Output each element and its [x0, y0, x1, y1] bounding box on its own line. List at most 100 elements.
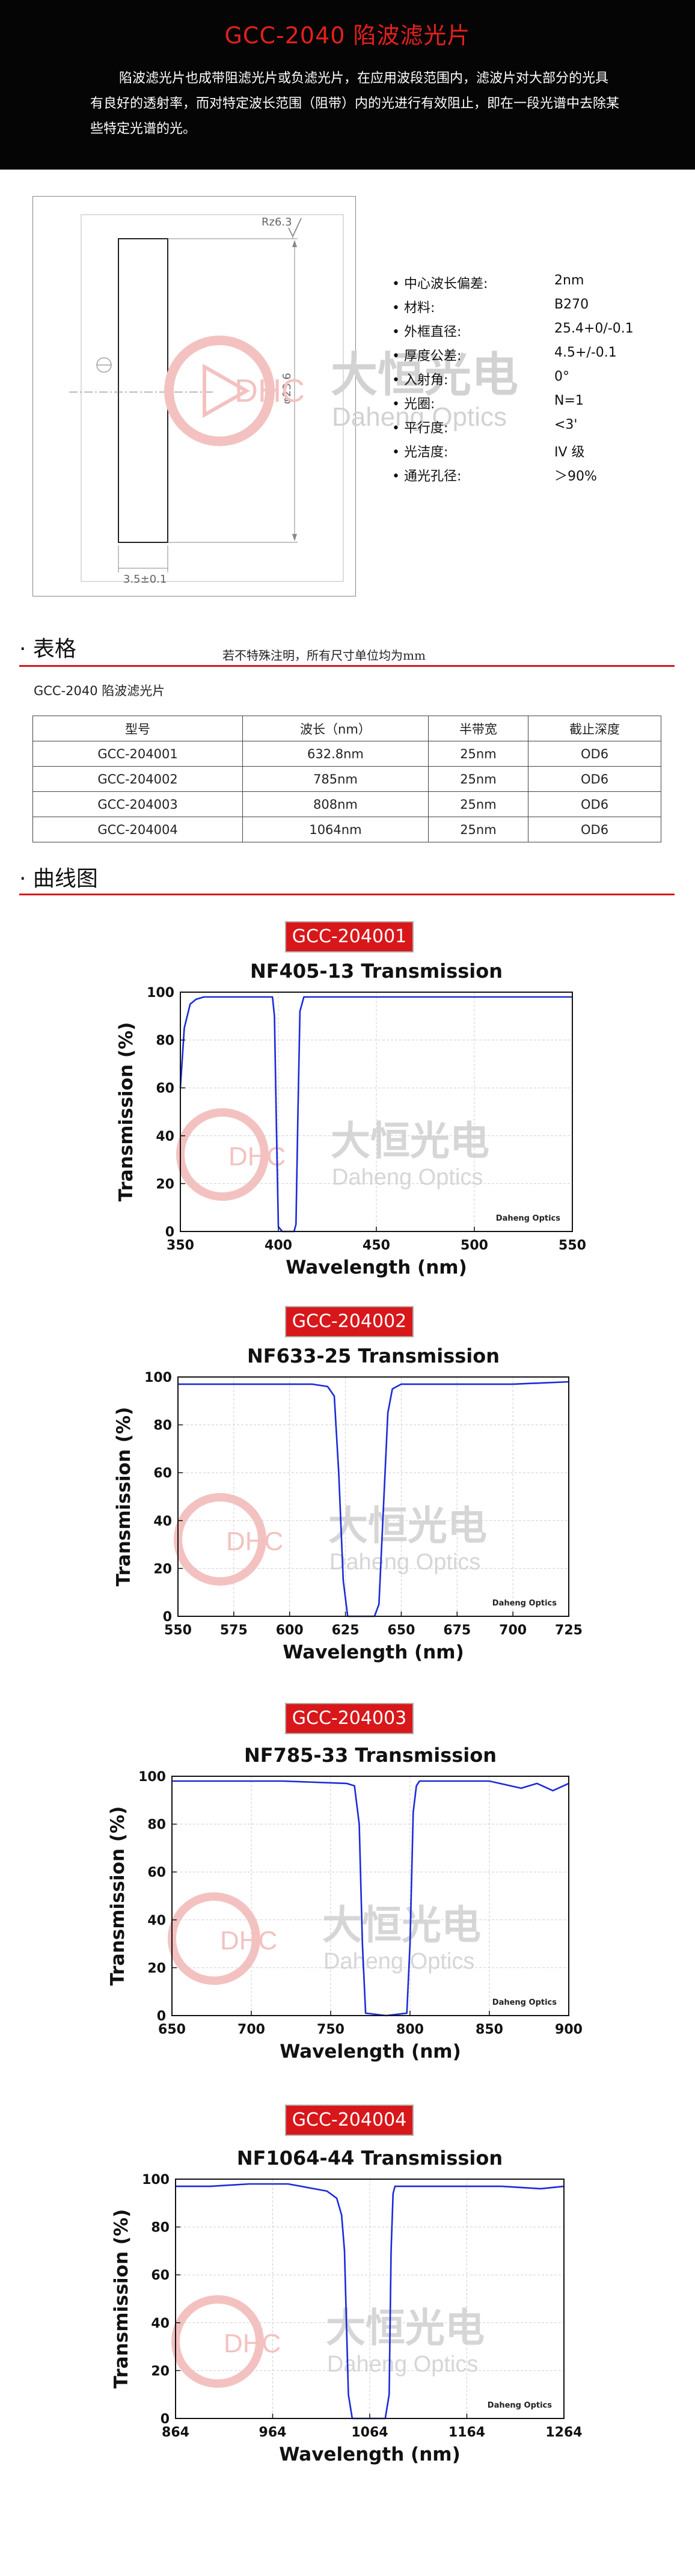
chart-footer-note: Daheng Optics	[492, 1998, 557, 2007]
chart-watermark-ring-icon	[176, 1108, 269, 1201]
watermark-logo-text: DHC	[234, 373, 305, 409]
y-tick-label: 100	[142, 2173, 170, 2188]
col-header-wavelength: 波长（nm）	[242, 716, 429, 741]
spec-row: • 材料: B270	[392, 297, 669, 317]
spec-row: • 通光孔径: ＞90%	[392, 465, 669, 486]
y-tick-label: 20	[147, 1961, 166, 1976]
spec-label: • 光洁度:	[392, 445, 449, 460]
product-description: 陷波滤光片也成带阻滤光片或负滤光片，在应用波段范围内，滤波片对大部分的光具有良好…	[90, 71, 620, 136]
y-tick-label: 0	[163, 1610, 172, 1625]
x-tick-label: 450	[363, 1238, 390, 1253]
col-header-od: 截止深度	[528, 716, 661, 741]
chart-badge: GCC-204002	[285, 1306, 414, 1337]
spec-value: B270	[554, 297, 589, 312]
x-axis-label: Wavelength (nm)	[279, 2444, 461, 2465]
chart-title: NF633-25 Transmission	[247, 1345, 500, 1367]
spec-label: • 中心波长偏差:	[392, 277, 488, 292]
series-line	[172, 1780, 569, 2017]
chart-watermark-cn: 大恒光电	[322, 1903, 481, 1947]
y-tick-label: 40	[153, 1514, 172, 1529]
cell-od: OD6	[528, 791, 661, 817]
chart-watermark-cn: 大恒光电	[328, 1503, 487, 1548]
y-axis-label: Transmission (%)	[113, 1407, 135, 1586]
table-row: GCC-204004 1064nm 25nm OD6	[32, 817, 661, 842]
chart-footer-note: Daheng Optics	[496, 1214, 560, 1223]
chart-watermark-en: Daheng Optics	[327, 2352, 478, 2377]
spec-row: • 光洁度: IV 级	[392, 441, 669, 462]
spec-label: • 厚度公差:	[392, 349, 462, 364]
y-tick-label: 20	[151, 2364, 170, 2379]
spec-row: • 中心波长偏差: 2nm	[392, 273, 669, 293]
chart-watermark-en: Daheng Optics	[323, 1949, 474, 1974]
spec-row: • 平行度: <3'	[392, 417, 669, 438]
y-tick-label: 0	[161, 2412, 170, 2427]
cell-od: OD6	[528, 817, 661, 842]
spec-label: • 外框直径:	[392, 325, 462, 340]
x-tick-label: 964	[259, 2425, 287, 2440]
x-tick-label: 1164	[449, 2425, 485, 2440]
filter-side-profile	[118, 238, 168, 543]
thickness-label: 3.5±0.1	[123, 573, 167, 586]
cell-wavelength: 808nm	[242, 791, 429, 817]
y-tick-label: 80	[147, 1818, 166, 1833]
x-tick-label: 575	[220, 1623, 248, 1638]
x-tick-label: 500	[461, 1238, 488, 1253]
y-tick-label: 100	[147, 986, 174, 1001]
y-axis-label: Transmission (%)	[111, 2209, 132, 2388]
spec-list: • 中心波长偏差: 2nm • 材料: B270 • 外框直径: 25.4+0/-0.1 •…	[392, 273, 669, 526]
y-tick-label: 60	[156, 1081, 174, 1096]
x-tick-label: 625	[332, 1623, 360, 1638]
y-tick-label: 0	[157, 2009, 166, 2024]
curve-section-divider	[19, 894, 675, 895]
chart-watermark-en: Daheng Optics	[332, 1165, 483, 1190]
y-tick-label: 40	[156, 1129, 174, 1144]
series-line	[176, 2183, 565, 2420]
x-tick-label: 700	[499, 1623, 527, 1638]
spec-label: • 材料:	[392, 301, 435, 316]
chart-footer-note: Daheng Optics	[488, 2401, 552, 2410]
spec-value: 25.4+0/-0.1	[554, 321, 634, 336]
watermark-logo: DHC 大恒光电 Daheng Optics	[164, 336, 518, 446]
col-header-bandwidth: 半带宽	[427, 716, 529, 741]
series-line	[179, 996, 572, 1233]
spec-label: • 平行度:	[392, 421, 449, 436]
chart-watermark-logo-text: DHC	[220, 1926, 277, 1955]
cell-model: GCC-204001	[32, 741, 243, 767]
spec-row: • 厚度公差: 4.5+/-0.1	[392, 345, 669, 366]
spec-label: • 通光孔径:	[392, 469, 462, 484]
chart-title: NF405-13 Transmission	[250, 960, 503, 983]
spec-value: IV 级	[554, 445, 585, 460]
chart-watermark-en: Daheng Optics	[329, 1550, 480, 1575]
col-header-model: 型号	[32, 716, 243, 741]
x-axis-label: Wavelength (nm)	[280, 2041, 461, 2062]
y-tick-label: 40	[147, 1913, 166, 1928]
spec-label: • 光圈:	[392, 397, 435, 412]
watermark-triangle-icon	[203, 363, 251, 419]
y-tick-label: 100	[144, 1370, 172, 1385]
cell-od: OD6	[528, 766, 661, 792]
drawing-frame	[81, 214, 344, 582]
plot-frame	[171, 1776, 569, 2016]
watermark-ring-icon	[164, 336, 275, 446]
table-section-divider	[19, 665, 675, 667]
chart-watermark-ring-icon	[174, 1493, 266, 1586]
chart-title: NF1064-44 Transmission	[237, 2147, 503, 2170]
y-tick-label: 80	[156, 1034, 174, 1049]
spec-row: • 入射角: 0°	[392, 369, 669, 390]
cell-model: GCC-204002	[32, 766, 243, 792]
x-tick-label: 400	[265, 1238, 292, 1253]
table-row: GCC-204001 632.8nm 25nm OD6	[32, 741, 661, 767]
x-tick-label: 550	[559, 1238, 586, 1253]
chart-title: NF785-33 Transmission	[244, 1744, 497, 1767]
y-tick-label: 80	[151, 2221, 170, 2236]
page-header	[0, 0, 695, 170]
plot-frame	[175, 2179, 565, 2419]
unit-note: 若不特殊注明，所有尺寸单位均为mm	[222, 648, 426, 663]
spec-row: • 外框直径: 25.4+0/-0.1	[392, 321, 669, 342]
x-tick-label: 700	[237, 2022, 265, 2037]
x-tick-label: 675	[443, 1623, 471, 1638]
